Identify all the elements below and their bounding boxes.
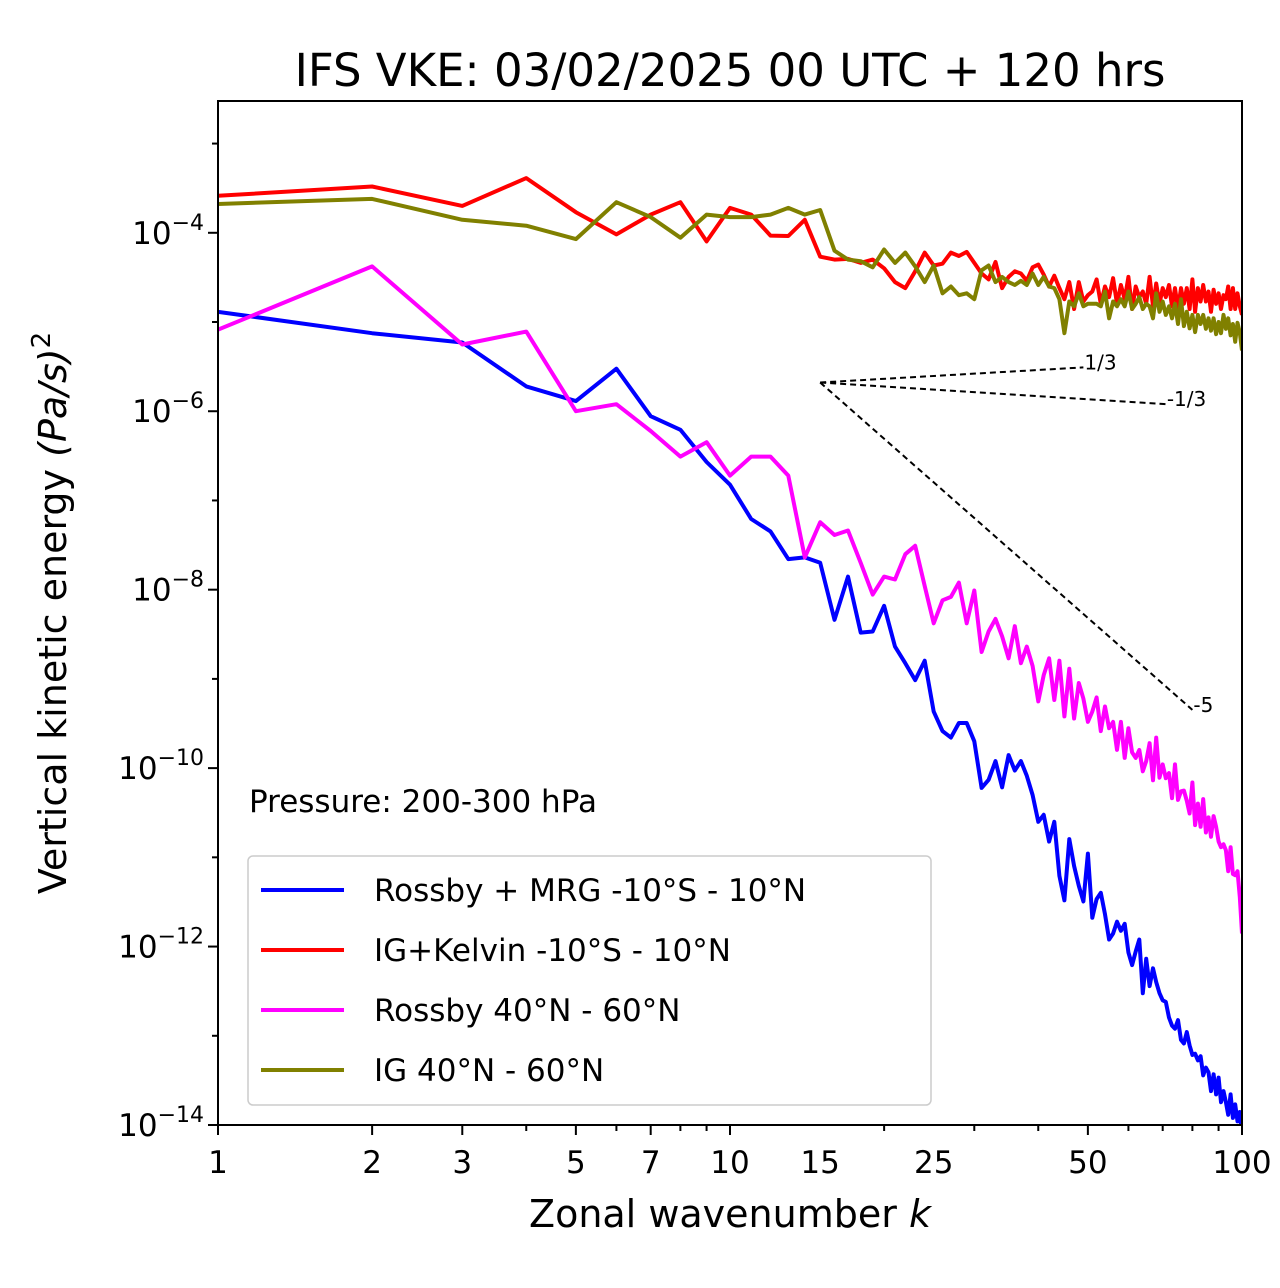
x-tick-label: 2 bbox=[362, 1145, 382, 1181]
x-tick-label: 3 bbox=[452, 1145, 472, 1181]
x-axis-ticks: 1 2 3 5 7 10 15 25 50 100 bbox=[208, 1125, 1272, 1181]
legend: Rossby + MRG -10°S - 10°N IG+Kelvin -10°S… bbox=[247, 855, 932, 1106]
pressure-annotation: Pressure: 200-300 hPa bbox=[249, 784, 597, 820]
x-tick-label: 25 bbox=[914, 1145, 953, 1181]
reference-label-3: -5 bbox=[1193, 693, 1213, 717]
y-tick-label: 10−12 bbox=[118, 925, 204, 966]
reference-label-1: 1/3 bbox=[1084, 350, 1116, 374]
x-axis-label: Zonal wavenumber k bbox=[529, 1192, 933, 1236]
legend-label-2: IG+Kelvin -10°S - 10°N bbox=[374, 933, 731, 969]
y-tick-label: 10−4 bbox=[132, 211, 204, 252]
y-tick-label: 10−14 bbox=[118, 1103, 204, 1144]
x-tick-label: 5 bbox=[566, 1145, 586, 1181]
reference-line-1 bbox=[820, 366, 1084, 384]
reference-label-2: -1/3 bbox=[1167, 387, 1206, 411]
legend-box bbox=[247, 855, 932, 1106]
legend-label-4: IG 40°N - 60°N bbox=[374, 1053, 604, 1089]
x-tick-label: 15 bbox=[800, 1145, 839, 1181]
y-tick-label: 10−6 bbox=[132, 389, 204, 430]
series-layer bbox=[218, 176, 1242, 1125]
series-line-1 bbox=[218, 309, 1242, 1125]
x-tick-label: 7 bbox=[641, 1145, 661, 1181]
series-line-3 bbox=[218, 264, 1242, 934]
reference-line-2 bbox=[820, 381, 1166, 406]
y-tick-label: 10−8 bbox=[132, 568, 204, 609]
y-tick-label: 10−10 bbox=[118, 746, 204, 787]
legend-label-3: Rossby 40°N - 60°N bbox=[374, 993, 680, 1029]
x-tick-label: 100 bbox=[1212, 1145, 1271, 1181]
series-line-4 bbox=[218, 196, 1242, 351]
y-axis-ticks: 10−4 10−6 10−8 10−10 10−12 10−14 bbox=[118, 142, 218, 1144]
chart-title: IFS VKE: 03/02/2025 00 UTC + 120 hrs bbox=[295, 44, 1166, 97]
x-tick-label: 1 bbox=[208, 1145, 228, 1181]
reference-line-3 bbox=[819, 381, 1194, 711]
reference-slope-layer: 1/3 -1/3 -5 bbox=[819, 350, 1213, 717]
x-tick-label: 50 bbox=[1068, 1145, 1107, 1181]
y-axis-label: Vertical kinetic energy (Pa/s)2 bbox=[27, 332, 75, 894]
legend-label-1: Rossby + MRG -10°S - 10°N bbox=[374, 873, 806, 909]
x-tick-label: 10 bbox=[710, 1145, 749, 1181]
